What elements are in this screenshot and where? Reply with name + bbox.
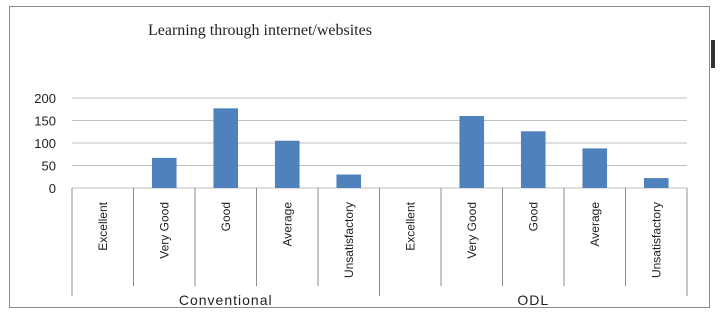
x-group-label: Conventional xyxy=(179,292,273,308)
bar xyxy=(520,131,546,188)
x-category-label: Unsatisfactory xyxy=(342,202,356,278)
x-category-label: Unsatisfactory xyxy=(649,202,663,278)
bar xyxy=(643,178,669,188)
bar xyxy=(151,157,177,188)
x-category-labels: Excellent Very Good Good Average Unsatisfact… xyxy=(96,201,664,278)
chart-title: Learning through internet/websites xyxy=(148,22,372,39)
x-category-label: Excellent xyxy=(403,201,417,250)
x-category-label: Good xyxy=(526,202,540,231)
x-group-labels: Conventional ODL xyxy=(179,292,549,308)
x-category-label: Very Good xyxy=(465,202,479,259)
bar xyxy=(213,108,239,188)
x-axis xyxy=(71,188,688,296)
x-category-label: Average xyxy=(280,202,294,247)
x-group-label: ODL xyxy=(517,292,549,308)
x-category-label: Average xyxy=(588,202,602,247)
bars xyxy=(151,108,669,188)
bar xyxy=(274,140,300,188)
y-axis-ticks: 0 50 100 150 200 xyxy=(34,91,56,196)
bar xyxy=(336,174,362,188)
y-tick-label: 200 xyxy=(34,91,56,106)
scrollbar-thumb[interactable] xyxy=(711,40,715,68)
y-tick-label: 100 xyxy=(34,136,56,151)
x-category-label: Very Good xyxy=(157,202,171,259)
bar xyxy=(459,116,485,188)
y-tick-label: 150 xyxy=(34,114,56,129)
y-tick-label: 50 xyxy=(42,159,56,174)
x-category-label: Excellent xyxy=(96,201,110,250)
y-tick-label: 0 xyxy=(49,181,56,196)
x-category-label: Good xyxy=(219,202,233,231)
bar xyxy=(582,148,608,188)
